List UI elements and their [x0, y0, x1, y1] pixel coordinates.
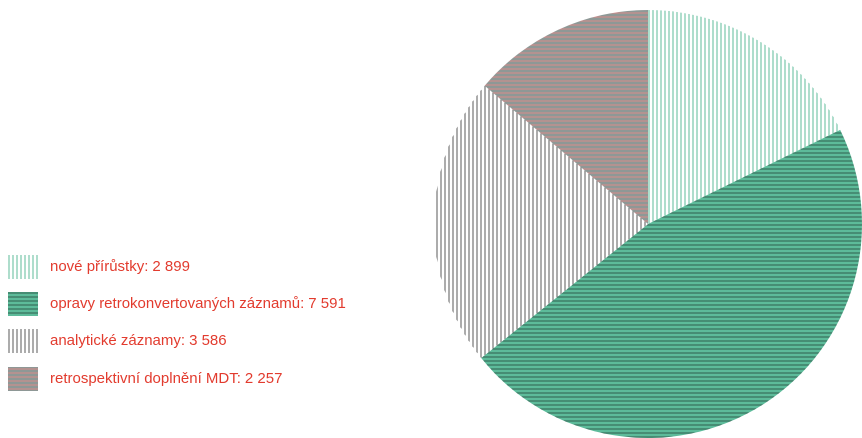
legend-swatch	[8, 255, 38, 279]
pie-slice	[434, 85, 648, 359]
legend-swatch	[8, 329, 38, 353]
legend-value: 7 591	[308, 295, 346, 312]
legend-label: retrospektivní doplnění MDT: 2 257	[50, 370, 282, 387]
legend-label: opravy retrokonvertovaných záznamů: 7 591	[50, 295, 346, 312]
legend-label: analytické záznamy: 3 586	[50, 332, 227, 349]
legend-name: retrospektivní doplnění MDT:	[50, 370, 241, 387]
pie-slice	[484, 10, 648, 224]
legend-name: nové přírůstky:	[50, 258, 148, 275]
pie-slice	[481, 129, 862, 438]
legend-value: 3 586	[189, 332, 227, 349]
legend-value: 2 257	[245, 370, 283, 387]
pie-slice	[648, 10, 841, 224]
legend-swatch	[8, 292, 38, 316]
legend-value: 2 899	[152, 258, 190, 275]
legend-swatch	[8, 367, 38, 391]
legend-label: nové přírůstky: 2 899	[50, 258, 190, 275]
legend-name: opravy retrokonvertovaných záznamů:	[50, 295, 304, 312]
legend-name: analytické záznamy:	[50, 332, 185, 349]
